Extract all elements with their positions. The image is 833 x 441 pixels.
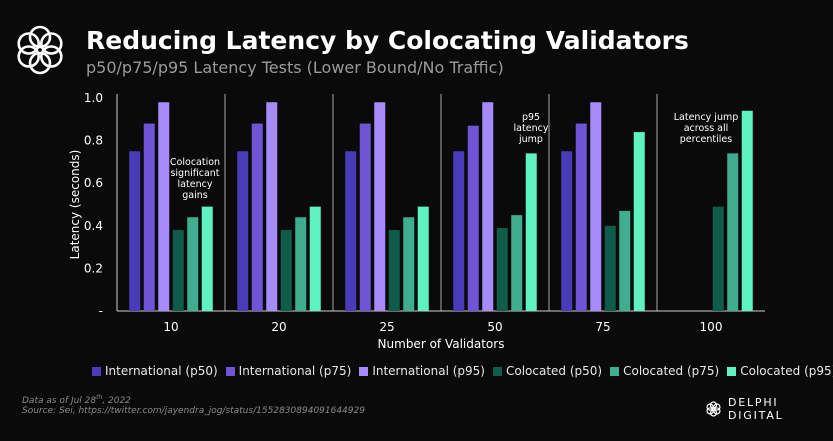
bar xyxy=(359,123,371,311)
x-tick-label: 20 xyxy=(271,320,286,334)
annotation: gains xyxy=(182,190,208,201)
x-tick-label: 10 xyxy=(163,320,178,334)
bar xyxy=(712,206,724,311)
annotation: p95 xyxy=(522,112,540,123)
bar xyxy=(482,102,494,311)
y-tick-label: 1.0 xyxy=(84,91,103,105)
bar xyxy=(403,217,415,311)
bar xyxy=(727,153,739,311)
y-tick-label: 0.8 xyxy=(84,134,103,148)
legend-label: Colocated (p95) xyxy=(740,364,833,378)
y-tick-label: - xyxy=(99,304,103,318)
legend-label: International (p95) xyxy=(372,364,485,378)
bar xyxy=(158,102,170,311)
annotation: percentiles xyxy=(680,134,733,145)
bar xyxy=(453,151,465,311)
legend-item: Colocated (p50) xyxy=(492,364,603,378)
legend-swatch xyxy=(610,366,620,376)
annotation: Latency jump xyxy=(674,112,739,123)
legend-item: International (p95) xyxy=(359,364,485,378)
bar xyxy=(619,210,631,311)
bar xyxy=(575,123,587,311)
bar xyxy=(295,217,307,311)
brand: DELPHI DIGITAL xyxy=(705,396,833,422)
legend-item: Colocated (p75) xyxy=(610,364,719,378)
bar xyxy=(604,225,616,311)
legend-swatch xyxy=(727,366,737,376)
bar xyxy=(633,132,645,311)
bar xyxy=(237,151,249,311)
bar xyxy=(129,151,141,311)
bar xyxy=(143,123,155,311)
legend-item: International (p75) xyxy=(225,364,352,378)
x-axis-title: Number of Validators xyxy=(378,337,505,351)
legend-label: International (p50) xyxy=(105,364,218,378)
bar xyxy=(467,125,479,311)
bar xyxy=(496,227,508,311)
bar xyxy=(417,206,429,311)
bar xyxy=(561,151,573,311)
legend-label: International (p75) xyxy=(238,364,352,378)
legend-swatch xyxy=(492,366,502,376)
legend-swatch xyxy=(92,366,101,376)
bar xyxy=(251,123,263,311)
x-tick-label: 100 xyxy=(700,320,723,334)
chart-title: Reducing Latency by Colocating Validator… xyxy=(86,26,689,55)
annotation: significant xyxy=(170,168,219,179)
bar xyxy=(525,153,537,311)
annotation: jump xyxy=(518,134,543,145)
delphi-logo-icon xyxy=(17,25,63,75)
bar xyxy=(388,230,400,311)
x-tick-label: 75 xyxy=(595,320,610,334)
y-tick-label: 0.2 xyxy=(84,261,103,275)
legend-label: Colocated (p75) xyxy=(623,364,720,378)
annotation: Colocation xyxy=(170,157,220,168)
legend-item: Colocated (p95) xyxy=(727,364,833,378)
legend-label: Colocated (p50) xyxy=(505,364,603,378)
brand-name: DELPHI DIGITAL xyxy=(727,396,784,422)
annotation: across all xyxy=(684,123,729,134)
bar xyxy=(374,102,386,311)
x-tick-label: 50 xyxy=(487,320,502,334)
bar xyxy=(172,230,184,311)
y-tick-label: 0.4 xyxy=(84,219,103,233)
delphi-brand-icon xyxy=(706,401,721,417)
bar xyxy=(511,215,523,311)
chart-subtitle: p50/p75/p95 Latency Tests (Lower Bound/N… xyxy=(86,58,504,77)
legend-swatch xyxy=(225,366,235,376)
data-date-note: Data as of Jul 28th, 2022 xyxy=(22,394,131,406)
bar xyxy=(590,102,602,311)
x-tick-label: 25 xyxy=(379,320,394,334)
bar xyxy=(280,230,292,311)
bar xyxy=(187,217,199,311)
legend-swatch xyxy=(359,366,369,376)
annotation: latency xyxy=(514,123,549,134)
bar xyxy=(309,206,321,311)
bar xyxy=(266,102,278,311)
y-tick-label: 0.6 xyxy=(84,176,103,190)
bar xyxy=(741,110,753,311)
annotation: latency xyxy=(178,179,213,190)
legend: International (p50) International (p75) In… xyxy=(92,364,833,378)
y-axis-title: Latency (seconds) xyxy=(68,150,82,260)
source-note: Source: Sei, https://twitter.com/jayendr… xyxy=(22,406,365,416)
bar xyxy=(345,151,357,311)
legend-item: International (p50) xyxy=(92,364,218,378)
bar xyxy=(201,206,213,311)
